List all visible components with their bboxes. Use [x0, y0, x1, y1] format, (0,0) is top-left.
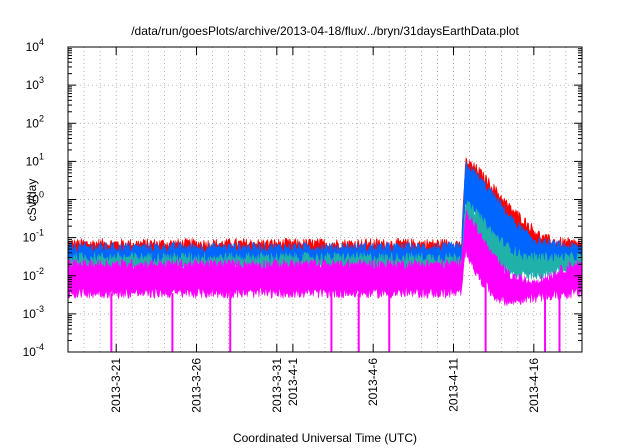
x-tick-label: 2013-4-6: [366, 358, 380, 406]
y-tick-exponent: 2: [39, 113, 44, 123]
x-tick-labels: 2013-3-21 2013-3-26 2013-3-31 2013-4-1 2013-…: [109, 358, 541, 413]
y-tick-label: 10-3: [23, 304, 44, 321]
chart-title: /data/run/goesPlots/archive/2013-04-18/f…: [131, 24, 519, 38]
y-tick-exponent: -3: [36, 304, 44, 314]
y-tick-label: 10-4: [23, 342, 44, 359]
y-tick-exponent: -4: [36, 342, 44, 352]
y-tick-label: 102: [26, 113, 44, 130]
y-tick-exponent: 1: [39, 151, 44, 161]
x-tick-label: 2013-3-31: [270, 358, 284, 413]
x-tick-label: 2013-3-26: [190, 358, 204, 413]
x-tick-label: 2013-3-21: [109, 358, 123, 413]
y-tick-label: 103: [26, 75, 44, 92]
axis-ticks: [68, 46, 582, 353]
y-tick-label: 101: [26, 151, 44, 168]
y-tick-label: 104: [26, 37, 44, 54]
y-tick-exponent: -2: [36, 266, 44, 276]
series-layer: [67, 157, 583, 352]
y-tick-exponent: 0: [39, 190, 44, 200]
y-tick-exponent: -1: [36, 228, 44, 238]
y-axis-label: cSv/day: [25, 179, 39, 222]
y-tick-exponent: 4: [39, 37, 44, 47]
x-tick-label: 2013-4-11: [447, 358, 461, 412]
x-tick-label: 2013-4-1: [286, 358, 300, 406]
y-tick-exponent: 3: [39, 75, 44, 85]
y-tick-label: 10-2: [23, 266, 44, 283]
x-axis-label: Coordinated Universal Time (UTC): [233, 431, 417, 445]
y-tick-label: 10-1: [23, 228, 44, 245]
x-tick-label: 2013-4-16: [527, 358, 541, 413]
